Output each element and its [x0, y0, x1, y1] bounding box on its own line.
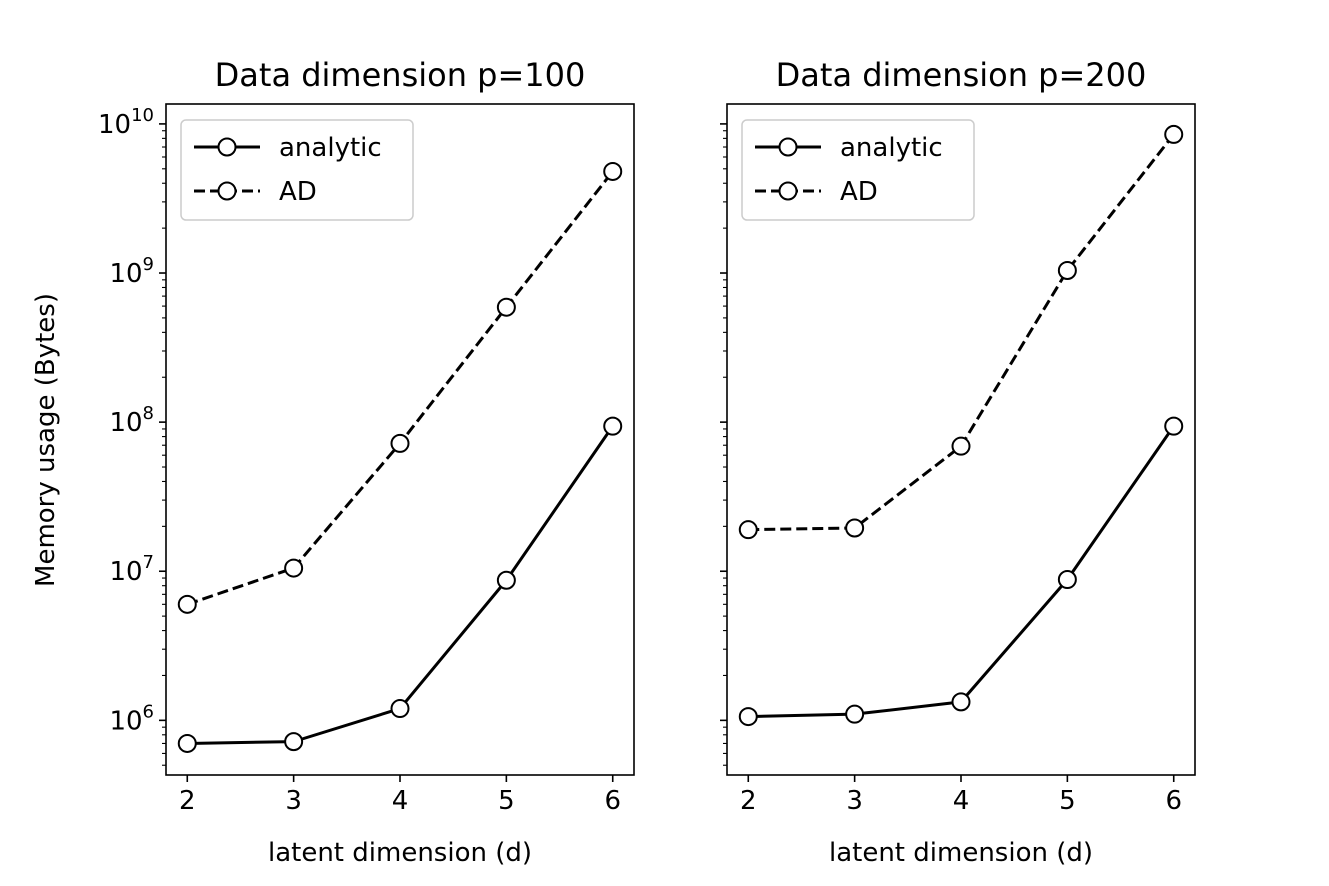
x-tick-label: 2: [740, 786, 757, 816]
legend: analytic AD: [741, 119, 975, 221]
x-tick-label: 2: [179, 786, 196, 816]
x-axis-label: latent dimension (d): [829, 838, 1093, 868]
x-axis-label: latent dimension (d): [268, 838, 532, 868]
x-tick-label: 4: [392, 786, 409, 816]
y-tick-label: 1010: [98, 105, 154, 140]
data-point: [496, 570, 516, 590]
x-tick-label: 3: [285, 786, 302, 816]
x-tick-label: 5: [1059, 786, 1076, 816]
chart-panel-1: Data dimension p=100 latent dimension (d)…: [98, 56, 635, 868]
legend-label: AD: [279, 177, 317, 207]
y-tick-label: 106: [109, 701, 154, 736]
legend-marker: [778, 137, 798, 157]
series-line-ad: [186, 170, 614, 606]
data-point: [177, 594, 197, 614]
y-tick-label: 108: [109, 403, 154, 438]
plot-frame: [165, 103, 635, 776]
y-tick-base: 10: [109, 557, 142, 587]
data-point: [390, 433, 410, 453]
data-point: [845, 704, 865, 724]
x-tick-label: 4: [953, 786, 970, 816]
data-point: [603, 416, 623, 436]
legend: analytic AD: [180, 119, 414, 221]
y-tick-base: 10: [98, 110, 131, 140]
legend-label: AD: [840, 177, 878, 207]
y-tick-exponent: 6: [143, 701, 154, 722]
data-point: [738, 520, 758, 540]
x-tick-label: 3: [846, 786, 863, 816]
legend-box: [741, 119, 975, 221]
y-tick-base: 10: [109, 408, 142, 438]
data-point: [177, 733, 197, 753]
series-line-analytic: [748, 425, 1175, 719]
series-line-analytic: [187, 425, 614, 745]
x-tick-label: 5: [498, 786, 515, 816]
y-tick-exponent: 10: [131, 105, 154, 126]
data-point: [284, 732, 304, 752]
data-point: [738, 707, 758, 727]
chart-panel-2: Data dimension p=200 latent dimension (d)…: [720, 56, 1196, 868]
legend-marker: [778, 181, 798, 201]
y-tick-label: 109: [109, 254, 154, 289]
legend-box: [180, 119, 414, 221]
data-point: [845, 518, 865, 538]
data-point: [1057, 260, 1077, 280]
data-point: [603, 161, 623, 181]
x-tick-label: 6: [1165, 786, 1182, 816]
plot-frame: [726, 103, 1196, 776]
y-tick-exponent: 7: [143, 552, 154, 573]
y-tick-label: 107: [109, 552, 154, 587]
data-point: [951, 692, 971, 712]
chart-title: Data dimension p=100: [215, 56, 586, 94]
chart-title: Data dimension p=200: [776, 56, 1147, 94]
data-point: [1164, 124, 1184, 144]
x-tick-label: 6: [604, 786, 621, 816]
y-tick-base: 10: [109, 706, 142, 736]
data-point: [496, 297, 516, 317]
data-point: [1057, 570, 1077, 590]
data-point: [390, 699, 410, 719]
legend-label: analytic: [279, 133, 382, 163]
y-tick-exponent: 8: [143, 403, 154, 424]
data-point: [1164, 416, 1184, 436]
legend-marker: [217, 181, 237, 201]
y-tick-base: 10: [109, 259, 142, 289]
data-point: [284, 558, 304, 578]
legend-label: analytic: [840, 133, 943, 163]
y-axis-label: Memory usage (Bytes): [31, 293, 61, 587]
legend-marker: [217, 137, 237, 157]
y-tick-exponent: 9: [143, 254, 154, 275]
data-point: [951, 436, 971, 456]
